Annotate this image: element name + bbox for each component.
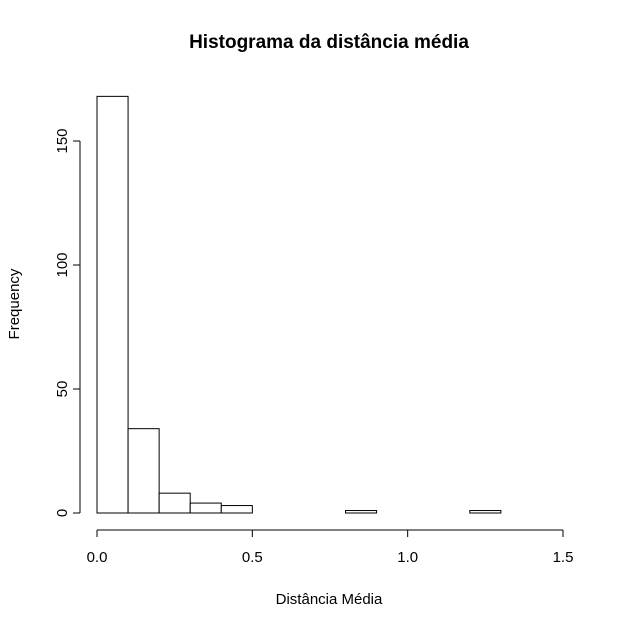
histogram-bar bbox=[127, 428, 160, 514]
histogram-bar bbox=[158, 492, 191, 514]
chart-title: Histograma da distância média bbox=[189, 32, 469, 53]
x-axis: 0.0 0.5 1.0 1.5 bbox=[87, 529, 574, 566]
y-axis-label: Frequency bbox=[6, 268, 23, 339]
histogram-bar bbox=[189, 502, 222, 514]
y-tick-label: 100 bbox=[54, 252, 71, 277]
histogram-bar bbox=[220, 505, 253, 514]
x-tick-label: 1.5 bbox=[553, 549, 574, 566]
x-tick-label: 1.0 bbox=[397, 549, 418, 566]
histogram-bar bbox=[96, 95, 129, 514]
x-tick-label: 0.5 bbox=[242, 549, 263, 566]
y-tick-label: 0 bbox=[54, 509, 71, 517]
histogram-bar bbox=[469, 510, 502, 514]
y-tick-label: 50 bbox=[54, 381, 71, 398]
bars-group bbox=[96, 95, 502, 514]
x-tick-label: 0.0 bbox=[87, 549, 108, 566]
x-axis-label: Distância Média bbox=[276, 591, 383, 608]
y-axis: 0 50 100 150 bbox=[54, 128, 81, 517]
histogram-bar bbox=[345, 510, 378, 514]
y-tick-label: 150 bbox=[54, 128, 71, 153]
